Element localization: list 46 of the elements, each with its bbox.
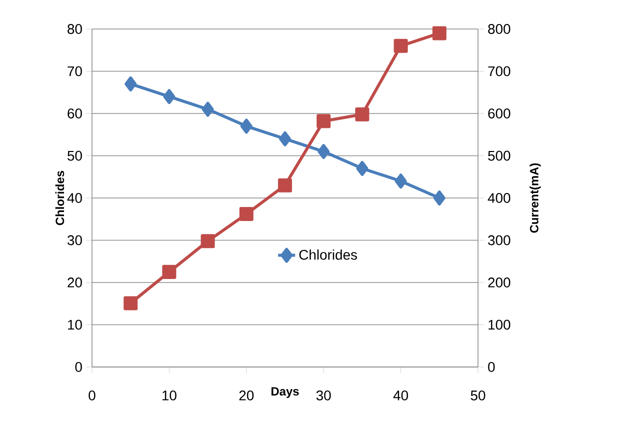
point bbox=[318, 144, 330, 160]
point bbox=[124, 296, 138, 310]
y2-tick-label: 600 bbox=[488, 108, 510, 118]
point bbox=[316, 114, 331, 128]
y2-axis-title: Current(mA) bbox=[530, 163, 541, 233]
point bbox=[356, 160, 368, 176]
y-tick-label: 60 bbox=[68, 108, 82, 118]
y-tick-label: 70 bbox=[68, 66, 82, 76]
point bbox=[162, 264, 176, 279]
y-tick-label: 0 bbox=[75, 362, 82, 372]
point bbox=[278, 178, 292, 192]
y-tick-label: 50 bbox=[68, 150, 82, 161]
point bbox=[432, 26, 446, 40]
point bbox=[279, 131, 292, 146]
y-tick-label: 40 bbox=[67, 193, 82, 203]
point bbox=[433, 190, 446, 206]
y2-tick-label: 400 bbox=[488, 193, 510, 203]
x-tick-label: 30 bbox=[316, 390, 331, 400]
x-tick-label: 40 bbox=[393, 390, 408, 400]
point bbox=[394, 174, 407, 189]
y2-tick-label: 200 bbox=[488, 278, 510, 288]
y-axis-title: Chlorides bbox=[55, 170, 64, 226]
y2-tick-label: 300 bbox=[488, 235, 510, 246]
y-tick-label: 30 bbox=[68, 235, 82, 246]
x-tick-label: 10 bbox=[162, 390, 176, 400]
x-tick-label: 0 bbox=[88, 390, 96, 400]
y2-tick-label: 0 bbox=[488, 362, 495, 372]
point bbox=[124, 76, 137, 92]
y2-tick-label: 500 bbox=[488, 150, 510, 161]
point bbox=[240, 118, 252, 134]
y-tick-label: 80 bbox=[68, 24, 82, 34]
point bbox=[394, 38, 408, 53]
point bbox=[200, 234, 215, 248]
y2-tick-label: 800 bbox=[488, 24, 510, 34]
x-tick-label: 20 bbox=[239, 390, 254, 400]
point bbox=[355, 107, 370, 122]
y2-tick-label: 700 bbox=[488, 66, 510, 76]
point bbox=[239, 207, 254, 222]
y2-tick-label: 100 bbox=[488, 320, 510, 330]
point bbox=[202, 102, 214, 117]
y-tick-label: 20 bbox=[68, 278, 82, 288]
x-tick-label: 50 bbox=[470, 390, 486, 400]
legend-label: Chlorides bbox=[299, 250, 358, 260]
point bbox=[163, 89, 176, 104]
y-tick-label: 10 bbox=[68, 320, 82, 330]
x-axis-title: Days bbox=[272, 387, 299, 398]
